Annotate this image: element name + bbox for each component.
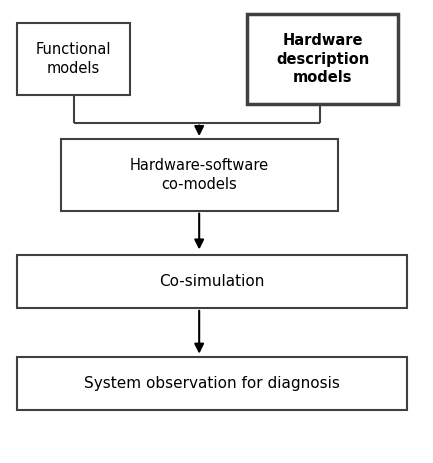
Text: Hardware-software
co-models: Hardware-software co-models [129, 158, 269, 192]
Text: Hardware
description
models: Hardware description models [276, 33, 369, 85]
Text: System observation for diagnosis: System observation for diagnosis [84, 375, 340, 391]
Text: Functional
models: Functional models [36, 42, 111, 76]
Bar [17, 357, 407, 410]
Bar [17, 255, 407, 308]
Bar [61, 139, 338, 211]
Text: Co-simulation: Co-simulation [159, 274, 265, 289]
Bar [247, 14, 398, 104]
Bar [17, 23, 130, 95]
